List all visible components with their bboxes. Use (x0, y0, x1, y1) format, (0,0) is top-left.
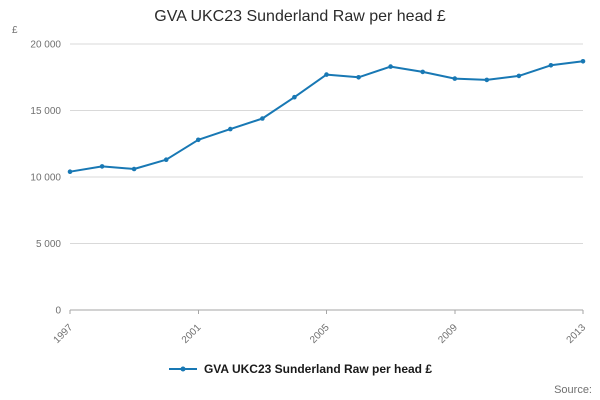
svg-text:2009: 2009 (436, 322, 460, 346)
svg-text:20 000: 20 000 (30, 40, 61, 51)
legend-label: GVA UKC23 Sunderland Raw per head £ (203, 362, 433, 376)
legend: GVA UKC23 Sunderland Raw per head £ (0, 362, 600, 376)
source-label: Source: (554, 384, 592, 396)
legend-line-icon (168, 366, 197, 372)
line-chart: 0 5 000 10 000 15 000 20 000 £1997 2001 2005 200… (12, 25, 589, 346)
svg-text:0: 0 (55, 306, 61, 317)
chart-title: GVA UKC23 Sunderland Raw per head £ (154, 8, 446, 25)
svg-text:5 000: 5 000 (36, 239, 61, 250)
svg-text:1997: 1997 (52, 322, 76, 346)
svg-text:2001: 2001 (180, 322, 204, 346)
svg-text:2005: 2005 (308, 322, 332, 346)
svg-text:10 000: 10 000 (30, 173, 61, 184)
svg-text:£: £ (12, 25, 18, 36)
svg-text:2013: 2013 (565, 322, 589, 346)
svg-text:15 000: 15 000 (30, 106, 61, 117)
